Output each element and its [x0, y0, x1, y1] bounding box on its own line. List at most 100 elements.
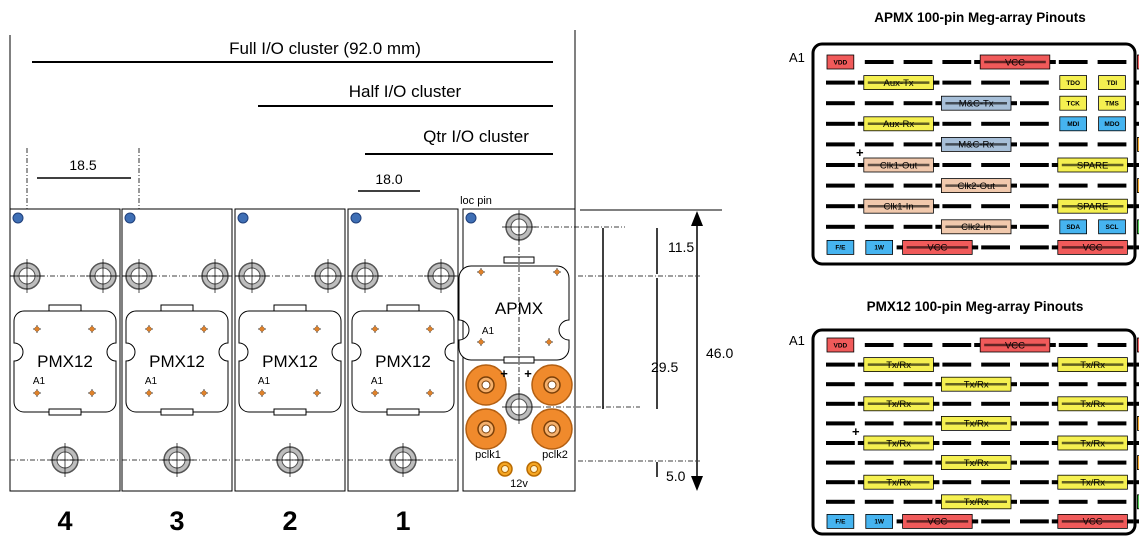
pin-bar [903, 183, 933, 188]
pin-label-box: VCC [974, 54, 1056, 70]
pin-bar [1097, 343, 1127, 347]
dim-29-5-label: 29.5 [651, 359, 678, 375]
pin-label: Tx/Rx [1080, 478, 1105, 489]
pin-label: VCC [1083, 517, 1103, 528]
pclk2-label: pclk2 [542, 449, 568, 461]
pin-bar [942, 362, 972, 367]
pin-bar [826, 163, 855, 167]
pin-bar [864, 343, 894, 347]
pin-label-box: TMS [1098, 95, 1126, 111]
pin-bar [1136, 441, 1139, 445]
pmx12-module: PMX12 A1 1 [347, 208, 459, 536]
pin-bar [826, 421, 855, 426]
pin-bar [826, 101, 855, 106]
width-18-5-label: 18.5 [69, 157, 96, 173]
pin-label-box: SCL [1098, 219, 1126, 235]
connector-latch-top [48, 304, 82, 312]
pin-label: VCC [1005, 57, 1025, 68]
pin-bar [864, 382, 894, 387]
pin-bar [903, 60, 933, 64]
pmx12-pinout-title: PMX12 100-pin Meg-array Pinouts [867, 299, 1084, 314]
pin-bar [826, 224, 855, 229]
loc-pin-dot [237, 212, 249, 224]
loc-pin-dot [465, 212, 477, 224]
pin-label-box: F/E [826, 239, 855, 255]
pin-bar [981, 80, 1010, 85]
pin-label: VDD [834, 342, 848, 349]
pin-label-box: 1W [865, 239, 893, 255]
pin-bar [1136, 80, 1139, 85]
pin-label: M&C-Tx [959, 99, 994, 110]
pin-bar [864, 421, 894, 426]
plus-marker: + [856, 145, 864, 160]
pin-label: Tx/Rx [886, 360, 911, 371]
loc-pin-dot [124, 212, 136, 224]
pin-label-box: VDD [826, 54, 855, 70]
plus-marker-right: + [524, 366, 532, 381]
pin-label-box: VCC [896, 239, 979, 255]
pin-label-box: 12V [1137, 178, 1139, 194]
pin-bar [826, 204, 855, 209]
pin-bar [981, 362, 1010, 367]
loc-pin-dot [12, 212, 24, 224]
pin-label-box: F/E [826, 514, 855, 529]
pmx12-modules: PMX12 A1 4 PMX12 A1 3 PMX12 A1 2 PMX12 A1 1 [9, 208, 459, 536]
pin-label: Tx/Rx [1080, 360, 1105, 371]
pin-bar [1136, 101, 1139, 106]
pin-label-box: Clk1-In [857, 198, 940, 214]
module-number-label: 2 [282, 506, 297, 536]
pin-label-box: Tx/Rx [935, 376, 1017, 392]
clock-connector-icon [531, 408, 573, 450]
pmx12-connector-outline [13, 310, 117, 413]
pclk1-label: pclk1 [475, 449, 501, 461]
pin-bar [1058, 343, 1088, 347]
pin-label-box: Tx/Rx [1051, 396, 1134, 412]
pin-label: F/E [835, 519, 846, 526]
pin-label-box: Vsen- [1137, 494, 1139, 510]
pin-bar [826, 480, 855, 485]
pin-label: Tx/Rx [964, 419, 989, 430]
pin-label-box: SPARE [1051, 157, 1134, 173]
pin-label-box: 12V [1137, 136, 1139, 152]
pin-label: 1W [874, 245, 885, 252]
pin-label: TMS [1105, 100, 1119, 107]
pin-label: Tx/Rx [964, 497, 989, 508]
pin-bar [1058, 183, 1088, 188]
pin-label-box: SDA [1059, 219, 1088, 235]
pin-label: TDO [1066, 80, 1080, 87]
qtr-cluster-label: Qtr I/O cluster [423, 127, 529, 146]
pin-bar [1136, 121, 1139, 126]
pin-bar [942, 163, 972, 167]
power-pin-core [501, 465, 509, 473]
pin-bar [1020, 121, 1049, 126]
connector-latch-bottom [386, 408, 420, 416]
pin-bar [1058, 499, 1088, 504]
pin-bar [903, 224, 933, 229]
pin-label: Tx/Rx [1080, 438, 1105, 449]
pin-bar [1020, 460, 1049, 465]
vertical-dimensions: 11.5 29.5 5.0 46.0 [534, 209, 733, 491]
clock-connector-icon [465, 408, 507, 450]
loc-pin-dot [350, 212, 362, 224]
width-18-0-label: 18.0 [375, 171, 402, 187]
pin-label: Aux-Tx [884, 78, 914, 89]
mount-hole-icon [502, 390, 536, 424]
pin-label: F/E [835, 245, 846, 252]
pin-label: MDO [1104, 121, 1119, 128]
pin-bar [826, 80, 855, 85]
pin-bar [1058, 382, 1088, 387]
pin-bar [1097, 382, 1127, 387]
pin-label: Tx/Rx [964, 458, 989, 469]
pin-bar [942, 60, 972, 64]
pin-label-box: Tx/Rx [935, 455, 1017, 471]
pin-bar [1058, 142, 1088, 147]
plus-marker-left: + [500, 366, 508, 381]
pin-bar [864, 60, 894, 64]
pin-label-box: Clk2-Out [935, 178, 1017, 194]
pin-label-box: VDD [826, 337, 855, 353]
module-number-label: 4 [57, 506, 72, 536]
mount-hole-icon [160, 443, 194, 477]
pin-bar [981, 519, 1010, 524]
pin-label-box: Vsen- [1137, 219, 1139, 235]
pin-label: VCC [927, 243, 947, 254]
